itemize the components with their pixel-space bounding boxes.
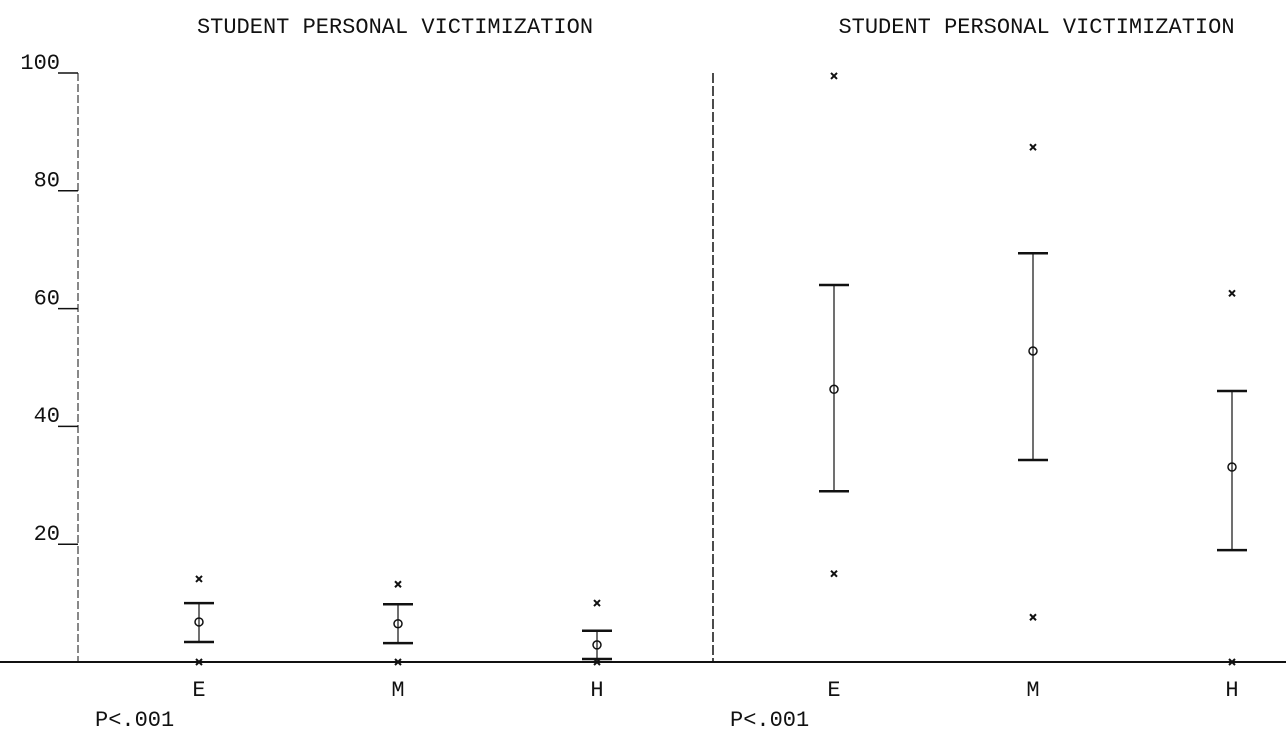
chart-title: STUDENT PERSONAL VICTIMIZATION xyxy=(197,15,593,40)
x-tick-label: E xyxy=(192,678,205,703)
y-tick-label: 20 xyxy=(34,522,60,547)
y-tick-label: 40 xyxy=(34,404,60,429)
y-tick-label: 80 xyxy=(34,169,60,194)
min-point xyxy=(593,658,601,666)
annotation: P<.001 xyxy=(730,708,809,733)
mean-point xyxy=(1227,462,1237,472)
max-point xyxy=(195,575,203,583)
annotation: P<.001 xyxy=(95,708,174,733)
max-point xyxy=(1228,289,1236,297)
max-point xyxy=(593,599,601,607)
x-tick-label: H xyxy=(590,678,603,703)
mean-point xyxy=(194,617,204,627)
mean-point xyxy=(1028,346,1038,356)
min-point xyxy=(1228,658,1236,666)
max-point xyxy=(1029,143,1037,151)
min-point xyxy=(195,658,203,666)
max-point xyxy=(394,580,402,588)
y-tick-label: 100 xyxy=(20,51,60,76)
x-tick-label: H xyxy=(1225,678,1238,703)
chart-title: STUDENT PERSONAL VICTIMIZATION xyxy=(838,15,1234,40)
max-point xyxy=(830,72,838,80)
mean-point xyxy=(592,640,602,650)
y-tick-label: 60 xyxy=(34,286,60,311)
mean-point xyxy=(393,618,403,629)
x-tick-label: E xyxy=(827,678,840,703)
mean-point xyxy=(829,384,839,395)
min-point xyxy=(830,569,838,578)
min-point xyxy=(394,658,402,666)
x-tick-label: M xyxy=(391,678,404,703)
x-tick-label: M xyxy=(1026,678,1039,703)
min-point xyxy=(1029,613,1037,621)
